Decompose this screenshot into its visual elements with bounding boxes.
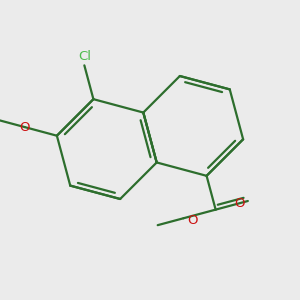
Text: O: O (187, 214, 197, 227)
Text: O: O (234, 197, 244, 210)
Text: O: O (20, 121, 30, 134)
Text: Cl: Cl (78, 50, 91, 63)
